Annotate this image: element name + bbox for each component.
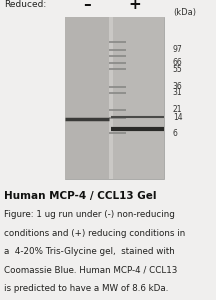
Text: 97: 97 <box>173 45 183 54</box>
Text: Figure: 1 ug run under (-) non-reducing: Figure: 1 ug run under (-) non-reducing <box>4 210 175 219</box>
Text: +: + <box>129 0 141 12</box>
Text: conditions and (+) reducing conditions in: conditions and (+) reducing conditions i… <box>4 229 186 238</box>
Text: Reduced:: Reduced: <box>4 0 47 9</box>
Text: a  4-20% Tris-Glycine gel,  stained with: a 4-20% Tris-Glycine gel, stained with <box>4 247 175 256</box>
Bar <box>65 16 164 178</box>
Text: 31: 31 <box>173 88 183 97</box>
Text: –: – <box>84 0 91 12</box>
Text: MW: MW <box>173 0 188 2</box>
Text: 66: 66 <box>173 58 183 67</box>
Text: (kDa): (kDa) <box>173 8 196 17</box>
Text: is predicted to have a MW of 8.6 kDa.: is predicted to have a MW of 8.6 kDa. <box>4 284 169 293</box>
Bar <box>65 16 109 178</box>
Text: 36: 36 <box>173 82 183 91</box>
Text: Coomassie Blue. Human MCP-4 / CCL13: Coomassie Blue. Human MCP-4 / CCL13 <box>4 266 178 275</box>
Text: 6: 6 <box>173 129 178 138</box>
Text: 21: 21 <box>173 105 182 114</box>
Text: 14: 14 <box>173 113 183 122</box>
Bar <box>109 16 113 178</box>
Text: 55: 55 <box>173 64 183 74</box>
Text: Human MCP-4 / CCL13 Gel: Human MCP-4 / CCL13 Gel <box>4 190 157 200</box>
Bar <box>111 16 164 178</box>
